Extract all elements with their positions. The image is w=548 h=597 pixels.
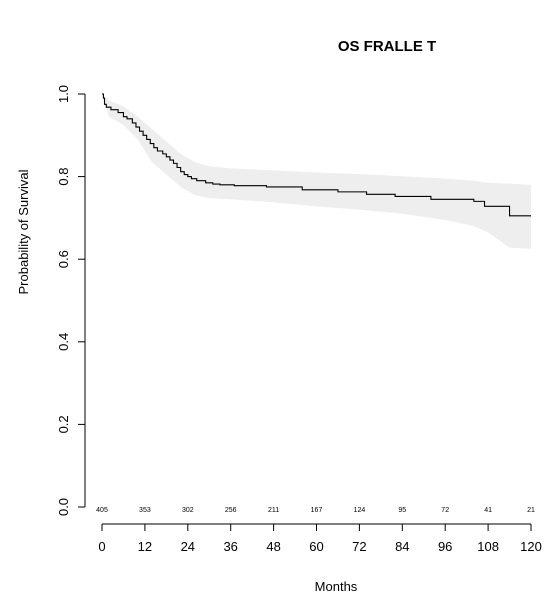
at-risk-count: 124 bbox=[354, 507, 366, 514]
survival-curve bbox=[102, 93, 531, 217]
confidence-band bbox=[102, 94, 531, 249]
at-risk-count: 353 bbox=[139, 507, 151, 514]
x-tick-label: 108 bbox=[477, 539, 499, 554]
x-tick-label: 0 bbox=[98, 539, 105, 554]
at-risk-count: 167 bbox=[311, 507, 323, 514]
x-tick-label: 48 bbox=[266, 539, 280, 554]
at-risk-count: 302 bbox=[182, 507, 194, 514]
chart-title: OS FRALLE T bbox=[338, 38, 436, 55]
x-tick-label: 12 bbox=[138, 539, 152, 554]
y-tick-label: 0.2 bbox=[56, 415, 71, 433]
at-risk-count: 72 bbox=[441, 507, 449, 514]
y-tick-label: 1.0 bbox=[56, 85, 71, 103]
x-tick-label: 24 bbox=[181, 539, 195, 554]
at-risk-count: 21 bbox=[527, 507, 535, 514]
x-tick-label: 96 bbox=[438, 539, 452, 554]
at-risk-count: 256 bbox=[225, 507, 237, 514]
y-tick-label: 0.8 bbox=[56, 168, 71, 186]
confidence-band-layer bbox=[102, 94, 531, 249]
y-axis-label: Probability of Survival bbox=[16, 169, 31, 294]
at-risk-count: 41 bbox=[484, 507, 492, 514]
y-axis: 0.0 0.2 0.4 0.6 0.8 1.0 bbox=[56, 85, 86, 516]
survival-curve-layer bbox=[102, 93, 531, 217]
y-tick-label: 0.4 bbox=[56, 333, 71, 351]
x-tick-label: 72 bbox=[352, 539, 366, 554]
x-tick-label: 60 bbox=[309, 539, 323, 554]
risk-table: 405 353 302 256 211 167 124 95 72 41 21 bbox=[96, 507, 535, 514]
at-risk-count: 405 bbox=[96, 507, 108, 514]
x-axis: 0 12 24 36 48 60 72 84 96 108 120 bbox=[98, 523, 542, 554]
x-tick-label: 84 bbox=[395, 539, 409, 554]
x-tick-label: 120 bbox=[520, 539, 542, 554]
y-tick-label: 0.0 bbox=[56, 498, 71, 516]
at-risk-count: 95 bbox=[398, 507, 406, 514]
at-risk-count: 211 bbox=[268, 507, 279, 514]
y-tick-label: 0.6 bbox=[56, 250, 71, 268]
x-tick-label: 36 bbox=[223, 539, 237, 554]
x-axis-label: Months bbox=[315, 579, 358, 594]
